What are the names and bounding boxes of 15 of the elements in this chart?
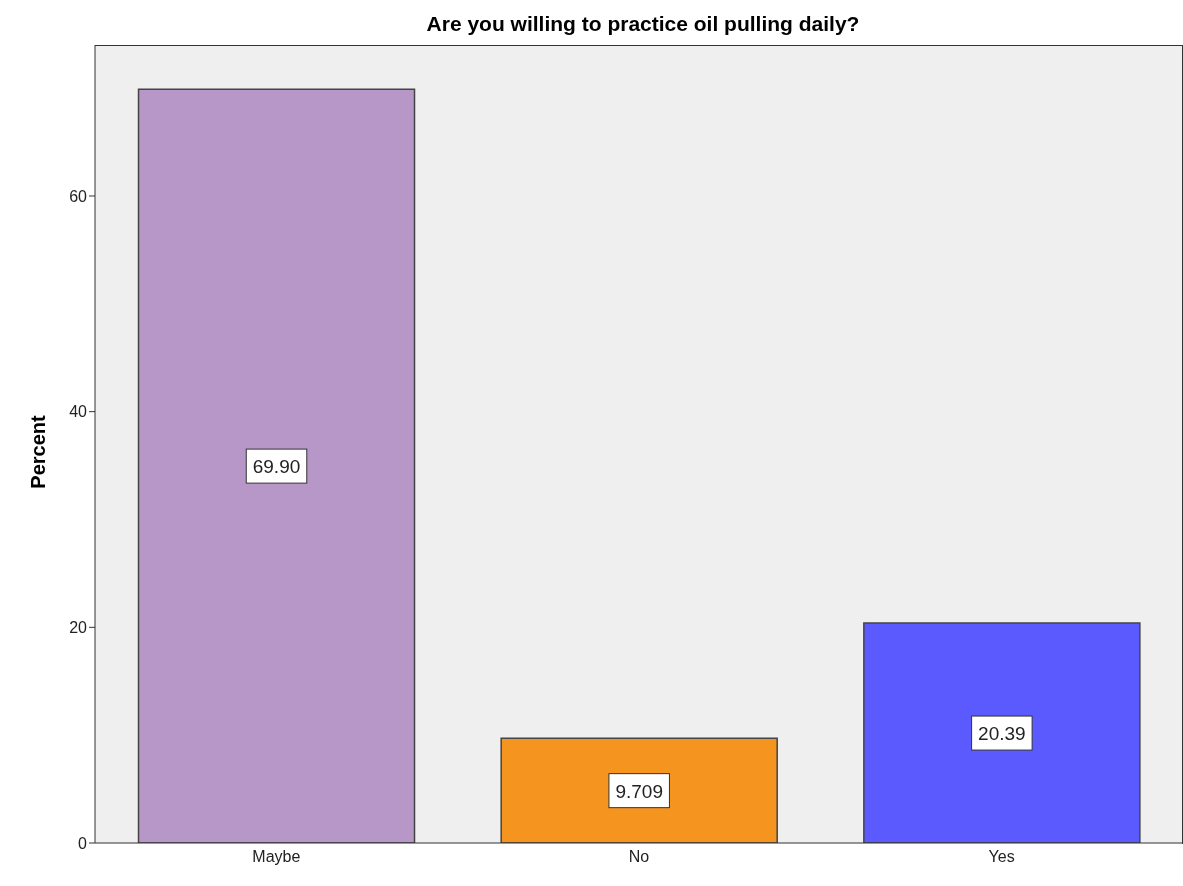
x-tick-label: No (628, 848, 650, 866)
data-label: 9.709 (615, 780, 663, 802)
x-tick-label: Maybe (252, 848, 301, 866)
bar (500, 737, 778, 843)
y-tick-label: 60 (69, 187, 88, 205)
chart-title: Are you willing to practice oil pulling daily? (425, 12, 861, 36)
data-label: 20.39 (978, 723, 1026, 745)
x-tick-label: Yes (988, 848, 1015, 866)
y-tick-label: 40 (69, 403, 88, 421)
y-tick-label: 20 (69, 619, 88, 636)
y-tick-label: 0 (78, 834, 88, 852)
bar (137, 88, 416, 843)
y-axis-title: Percent (26, 415, 50, 489)
data-label: 69.90 (252, 456, 301, 478)
bar (863, 622, 1141, 843)
